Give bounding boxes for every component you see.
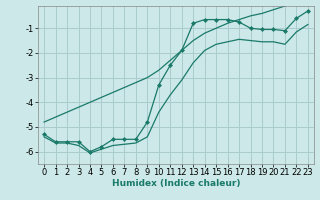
X-axis label: Humidex (Indice chaleur): Humidex (Indice chaleur) <box>112 179 240 188</box>
